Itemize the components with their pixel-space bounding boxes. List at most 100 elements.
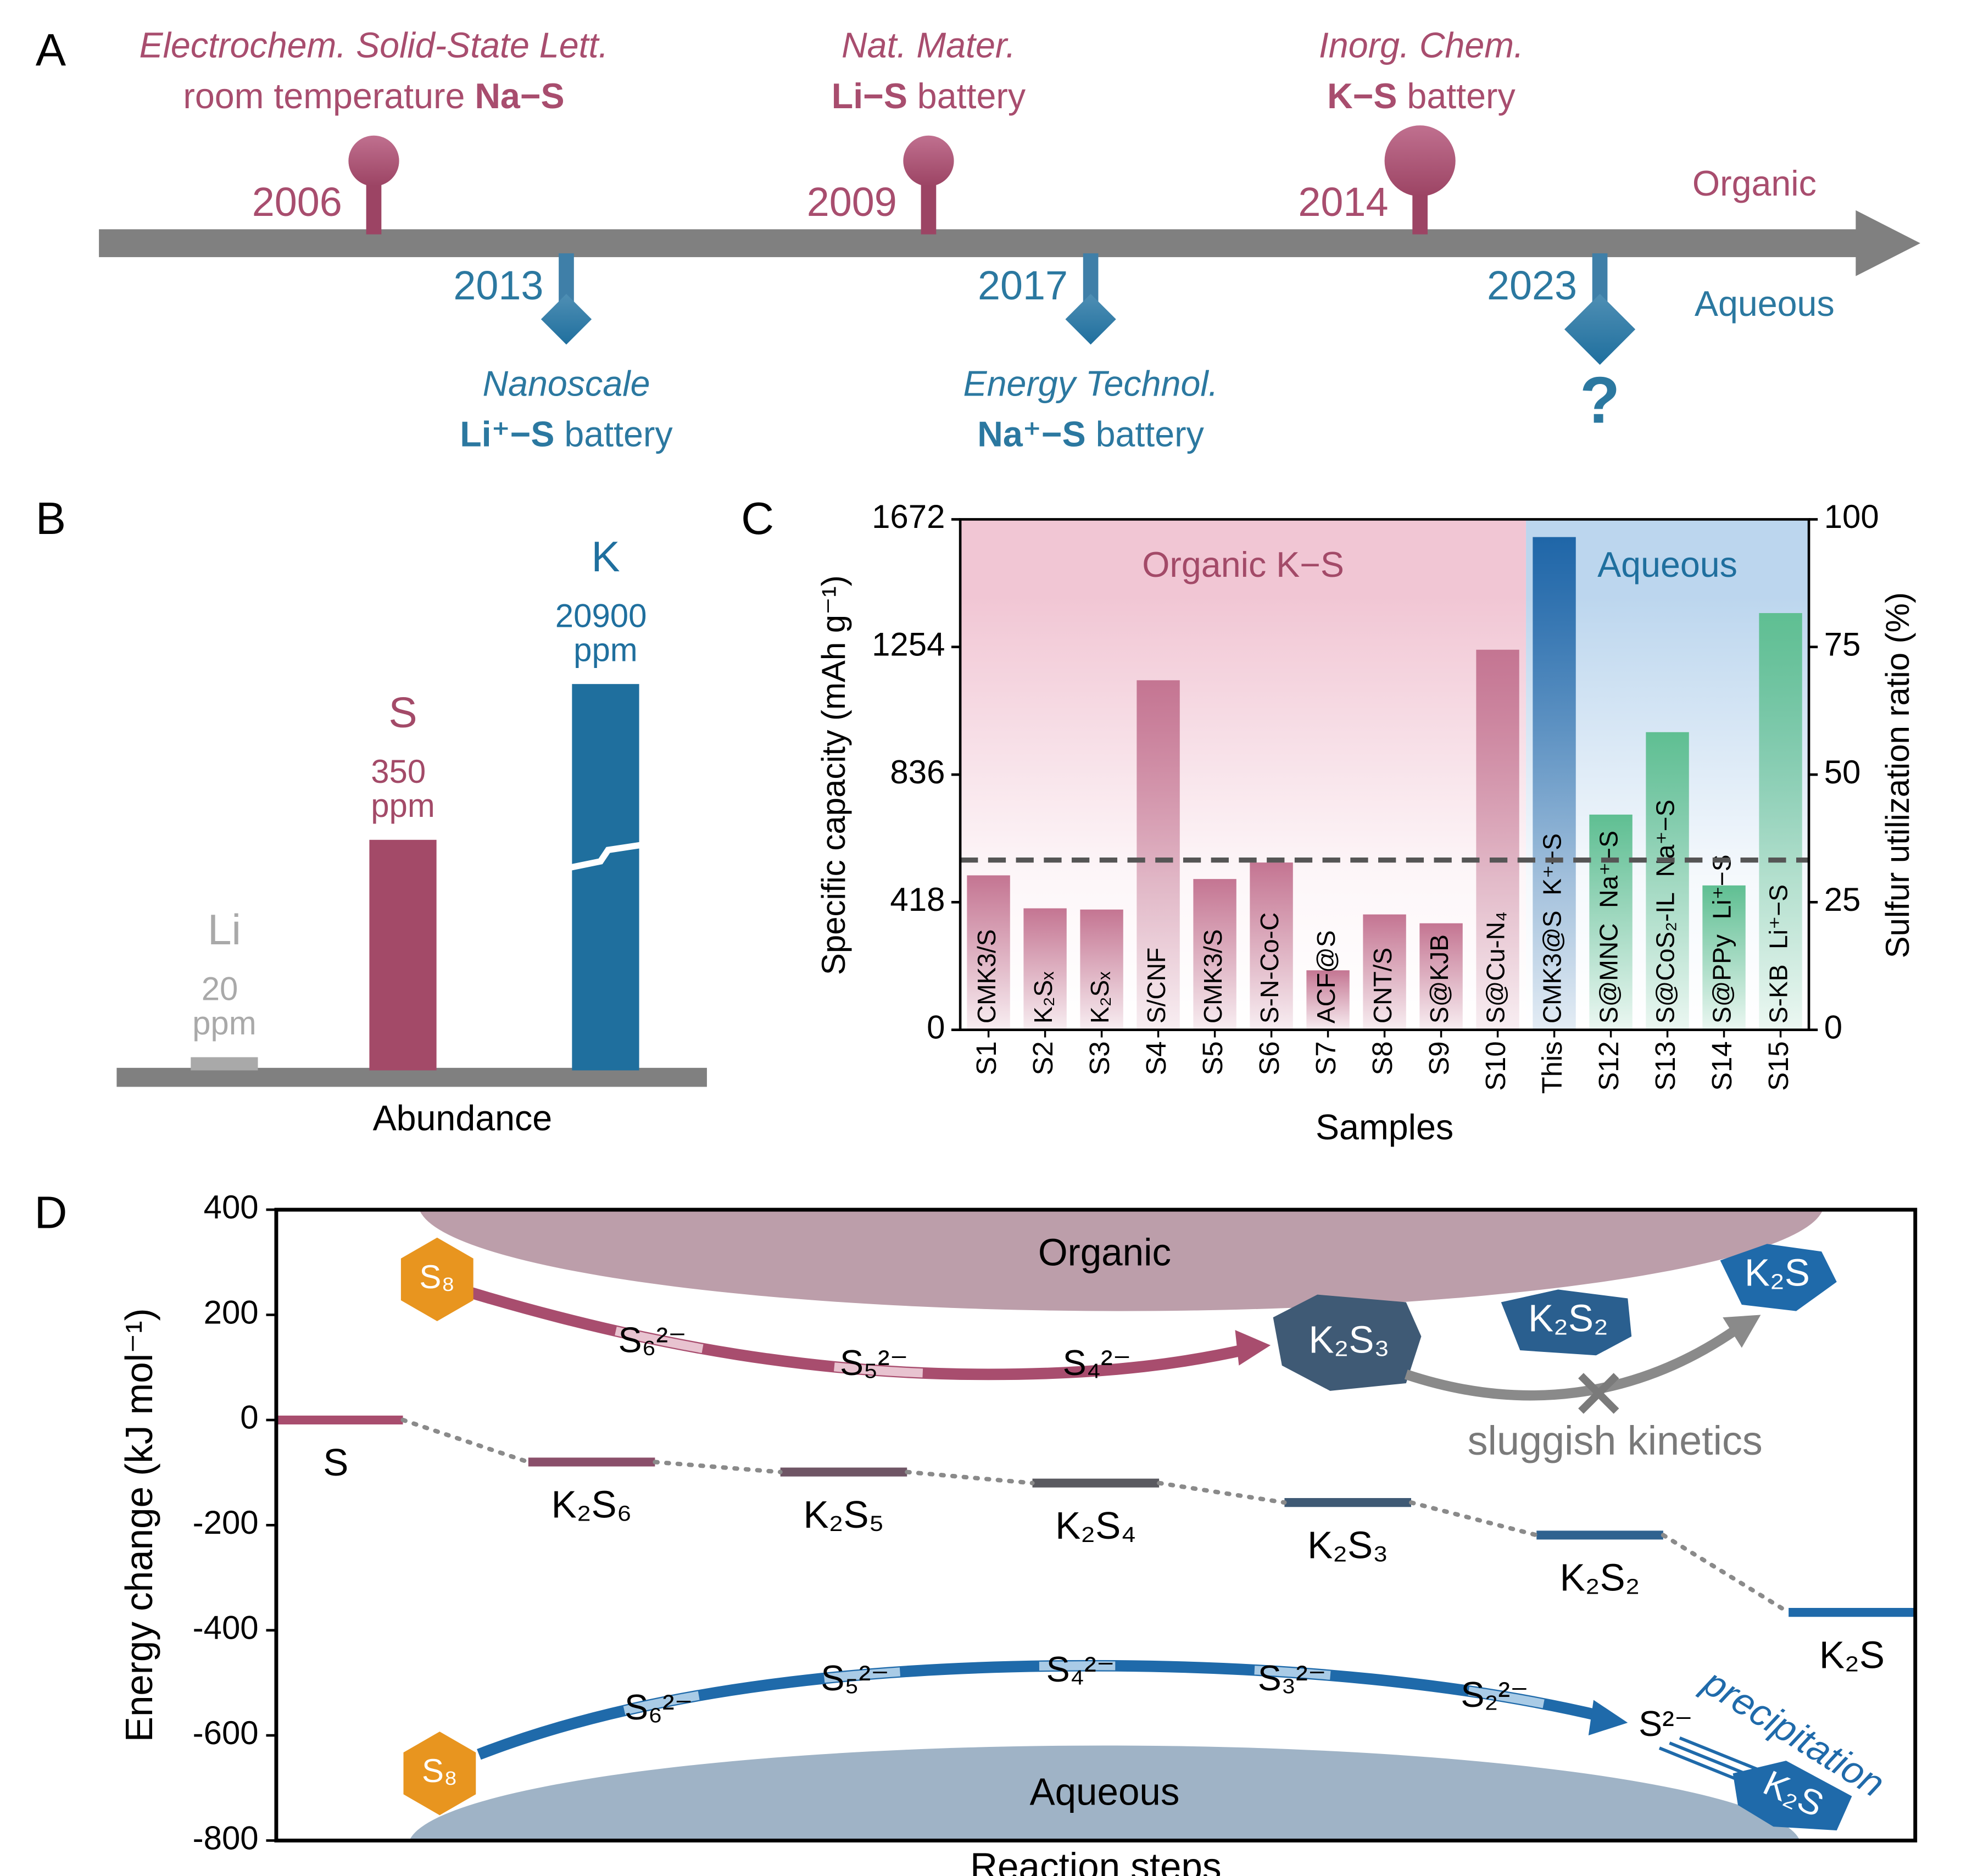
y2-axis-label: Sulfur utilization ratio (%) (1879, 592, 1916, 958)
y-axis-label: Specific capacity (mAh g⁻¹) (815, 575, 852, 975)
bar (1476, 649, 1519, 1030)
level-connector (1157, 1480, 1287, 1505)
event-journal: Energy Technol. (963, 364, 1218, 403)
event-suffix: battery (554, 415, 673, 454)
y-tick-label: 400 (204, 1189, 259, 1226)
level-connector (1661, 1533, 1791, 1615)
y2-tick-label: 25 (1824, 881, 1861, 918)
event-text: Li−S battery (832, 76, 1026, 116)
y2-tick-label: 50 (1824, 754, 1861, 791)
event-text: K−S battery (1327, 76, 1516, 116)
arrowhead (1723, 1315, 1761, 1348)
bar (191, 1057, 258, 1071)
bar-label: CNT/S (1368, 948, 1397, 1023)
x-axis-label: Reaction steps (970, 1845, 1221, 1876)
bar (1759, 613, 1802, 1030)
bar-label: S/CNF (1142, 948, 1171, 1023)
system-label: Na⁺−S (1595, 831, 1623, 908)
bar (1306, 970, 1350, 1030)
category-label: Li (208, 905, 241, 954)
level-connector (653, 1460, 783, 1474)
product-label: K₂S (1745, 1251, 1810, 1294)
bar-label: S-N-Co-C (1255, 912, 1284, 1023)
level-label: K₂S₃ (1307, 1523, 1388, 1566)
event-suffix: battery (1086, 415, 1205, 454)
y-tick-label: 1672 (872, 498, 945, 535)
aqueous-label: Aqueous (1695, 284, 1835, 324)
level-label: K₂S₆ (551, 1483, 632, 1526)
blocked-pathway (1404, 1326, 1739, 1401)
bar (967, 875, 1010, 1030)
system-label: Na⁺−S (1651, 800, 1680, 877)
event-journal: Nanoscale (482, 364, 650, 403)
panel-label: C (741, 493, 774, 544)
event-suffix: battery (907, 76, 1026, 116)
level-label: K₂S₅ (803, 1493, 884, 1536)
bar (1023, 908, 1067, 1030)
y-tick-label: -800 (193, 1819, 259, 1856)
aqueous-pathway-light (477, 1661, 1604, 1759)
y-tick-label: -600 (193, 1714, 259, 1751)
precipitate-blob (1732, 1761, 1852, 1830)
polysulfide-label: S₆²⁻ (625, 1688, 693, 1727)
bar-label: ACF@S (1312, 930, 1340, 1023)
bar (1702, 885, 1746, 1030)
precipitation-arrow (1658, 1746, 1739, 1782)
product-label: K₂S₂ (1528, 1296, 1608, 1339)
bar (1589, 814, 1633, 1030)
product-blob (1720, 1244, 1837, 1311)
x-tick-label: S7 (1310, 1041, 1341, 1075)
value-label: 350 ppm (371, 753, 435, 824)
event-system: Li⁺−S (460, 415, 554, 454)
bar (1080, 909, 1123, 1030)
x-tick-label: S14 (1706, 1041, 1737, 1090)
sulfur-label: S₈ (419, 1259, 455, 1295)
y-axis-label: Energy change (kJ mol⁻¹) (118, 1308, 160, 1742)
event-text: room temperature Na−S (183, 76, 564, 116)
value-label: 20 ppm (192, 970, 257, 1041)
polysulfide-label: S²⁻ (1639, 1704, 1693, 1744)
bar-label: K₂Sₓ (1029, 971, 1057, 1023)
y-tick-label: 1254 (872, 626, 945, 663)
level-connector (400, 1417, 531, 1465)
polysulfide-label: S₅²⁻ (821, 1658, 889, 1698)
bar-label: CMK3/S (1199, 929, 1227, 1023)
level-connector (1408, 1500, 1539, 1538)
event-marker (541, 293, 592, 345)
product-blob (1501, 1289, 1632, 1356)
bar (1363, 914, 1406, 1030)
panel-label: A (36, 24, 66, 75)
timeline-axis (99, 229, 1873, 258)
event-year: 2014 (1298, 179, 1388, 225)
y2-tick-label: 75 (1824, 626, 1861, 663)
organic-pathway-light (467, 1288, 1249, 1379)
region-label: Aqueous (1597, 545, 1737, 584)
event-marker (1065, 293, 1116, 345)
region-label: Organic K−S (1142, 545, 1344, 584)
level-label: K₂S₂ (1560, 1556, 1640, 1599)
event-journal: Nat. Mater. (842, 26, 1016, 65)
y-tick-label: 836 (890, 754, 945, 791)
event-journal: Electrochem. Solid-State Lett. (140, 26, 609, 65)
bar (369, 839, 437, 1071)
arrowhead (1588, 1700, 1628, 1736)
sluggish-label: sluggish kinetics (1468, 1418, 1763, 1463)
event-marker (348, 135, 399, 186)
x-tick-label: S4 (1140, 1041, 1172, 1075)
x-axis-label: Abundance (373, 1099, 553, 1138)
timeline-arrow (1856, 210, 1920, 276)
x-tick-label: S15 (1763, 1041, 1794, 1090)
bar-label: S@KJB (1425, 934, 1453, 1023)
precipitation-arrow (1679, 1736, 1759, 1771)
value-label: 20900 ppm (555, 597, 656, 668)
arrowhead (1235, 1330, 1271, 1366)
polysulfide-label: S₆²⁻ (618, 1320, 687, 1360)
sulfur-hexagon (403, 1732, 476, 1816)
x-tick-label: S8 (1367, 1041, 1398, 1075)
level-label: K₂S₄ (1055, 1504, 1136, 1547)
event-year: 2013 (453, 263, 543, 308)
polysulfide-label: S₅²⁻ (840, 1343, 909, 1383)
bar (1646, 732, 1689, 1030)
bar-label: S@Cu-N₄ (1481, 911, 1510, 1023)
